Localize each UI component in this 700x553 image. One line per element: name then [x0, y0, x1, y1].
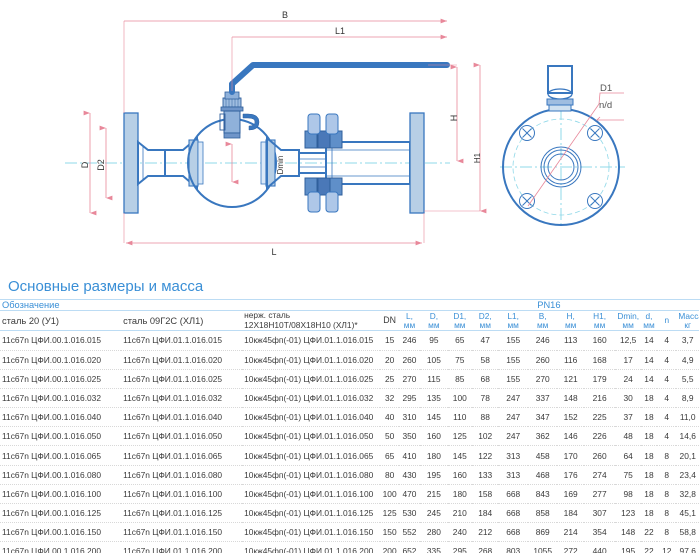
svg-text:Dmin: Dmin	[276, 156, 285, 175]
svg-text:D2: D2	[96, 159, 106, 171]
svg-text:B: B	[282, 10, 288, 20]
svg-text:D: D	[80, 161, 90, 168]
svg-text:H1: H1	[473, 152, 482, 163]
svg-text:L: L	[271, 247, 276, 257]
svg-text:n/d: n/d	[599, 100, 612, 111]
svg-text:L1: L1	[335, 26, 345, 36]
svg-text:D1: D1	[600, 83, 612, 94]
svg-text:H: H	[449, 115, 459, 122]
